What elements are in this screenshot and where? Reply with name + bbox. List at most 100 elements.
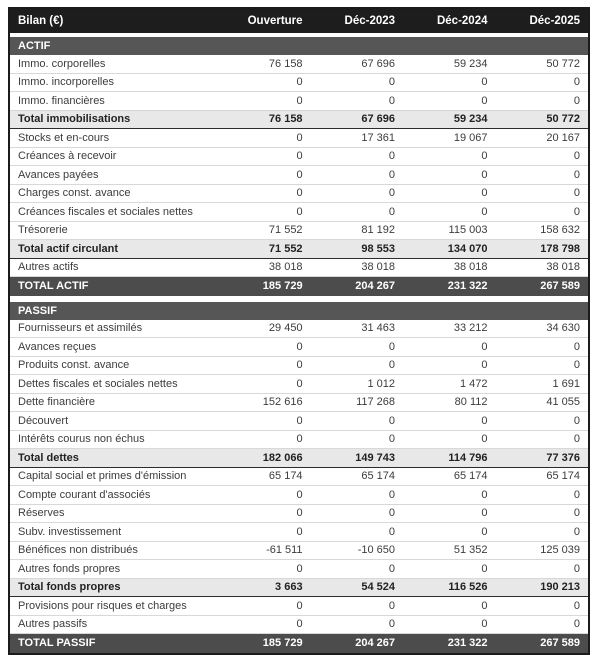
table-row: Bénéfices non distribués -61 511 -10 650 51… (10, 541, 588, 560)
cell-value: 0 (310, 147, 404, 166)
cell-value: 0 (495, 356, 588, 375)
cell-value: 0 (310, 504, 404, 523)
cell-value: 0 (403, 504, 496, 523)
table-row: Créances à recevoir 0 0 0 0 (10, 147, 588, 166)
cell-value: 65 174 (495, 467, 588, 486)
cell-value: 65 174 (403, 467, 496, 486)
row-label: Capital social et primes d'émission (10, 467, 219, 486)
table-row: Total immobilisations 76 158 67 696 59 234 5… (10, 109, 588, 129)
cell-value: 0 (218, 596, 311, 616)
cell-value: 204 267 (310, 633, 404, 653)
cell-value: 182 066 (218, 448, 311, 468)
cell-value: 38 018 (310, 258, 404, 277)
table-row: Fournisseurs et assimilés 29 450 31 463 33 … (10, 319, 588, 338)
cell-value: 3 663 (218, 577, 311, 597)
cell-value: -10 650 (310, 541, 404, 560)
cell-value: 0 (403, 596, 496, 616)
cell-value: 41 055 (495, 393, 588, 412)
cell-value: 0 (495, 504, 588, 523)
cell-value: 0 (310, 559, 404, 579)
row-label: Total dettes (10, 448, 219, 468)
balance-sheet-table: Bilan (€) Ouverture Déc-2023 Déc-2024 Dé… (8, 7, 590, 655)
cell-value: 0 (403, 430, 496, 449)
table-row: Stocks et en-cours 0 17 361 19 067 20 167 (10, 128, 588, 148)
cell-value: 1 012 (310, 374, 404, 394)
cell-value: 33 212 (403, 319, 496, 338)
cell-value: 0 (403, 411, 496, 431)
cell-value: 0 (495, 485, 588, 505)
cell-value: 0 (218, 430, 311, 449)
cell-value: 0 (218, 128, 311, 148)
table-row: Immo. corporelles 76 158 67 696 59 234 50 77… (10, 55, 588, 74)
table-row: Total dettes 182 066 149 743 114 796 77 376 (10, 448, 588, 468)
cell-value: 0 (403, 91, 496, 111)
cell-value: 50 772 (495, 55, 588, 74)
cell-value: 65 174 (218, 467, 311, 486)
table-row: Provisions pour risques et charges 0 0 0 0 (10, 596, 588, 616)
table-row: Compte courant d'associés 0 0 0 0 (10, 485, 588, 505)
cell-value: 125 039 (495, 541, 588, 560)
cell-value: 0 (218, 356, 311, 375)
cell-value: 38 018 (495, 258, 588, 277)
row-label: Produits const. avance (10, 356, 219, 375)
cell-value: 190 213 (495, 577, 588, 597)
cell-value: 0 (310, 522, 404, 542)
cell-value: 0 (495, 165, 588, 185)
cell-value: 19 067 (403, 128, 496, 148)
cell-value: 67 696 (310, 109, 404, 129)
cell-value: 65 174 (310, 467, 404, 486)
cell-value: 178 798 (495, 239, 588, 259)
cell-value: 0 (403, 615, 496, 634)
cell-value: 1 691 (495, 374, 588, 394)
cell-value: 1 472 (403, 374, 496, 394)
cell-value: 0 (218, 147, 311, 166)
section-spacer (10, 34, 588, 37)
table-row: TOTAL PASSIF 185 729 204 267 231 322 267 589 (10, 633, 588, 653)
section-spacer-cell (10, 295, 588, 302)
section-header-actif: ACTIF (10, 37, 588, 55)
row-label: Découvert (10, 411, 219, 431)
cell-value: 80 112 (403, 393, 496, 412)
cell-value: 0 (495, 430, 588, 449)
cell-value: 204 267 (310, 276, 404, 296)
row-label: Dettes fiscales et sociales nettes (10, 374, 219, 394)
cell-value: 77 376 (495, 448, 588, 468)
row-label: Autres actifs (10, 258, 219, 277)
cell-value: 71 552 (218, 221, 311, 240)
cell-value: 0 (310, 91, 404, 111)
cell-value: 76 158 (218, 55, 311, 74)
table-row: Dette financière 152 616 117 268 80 112 41 0… (10, 393, 588, 412)
section-header-passif: PASSIF (10, 301, 588, 320)
cell-value: 59 234 (403, 55, 496, 74)
cell-value: 0 (495, 147, 588, 166)
cell-value: 185 729 (218, 276, 311, 296)
table-row: Découvert 0 0 0 0 (10, 411, 588, 431)
row-label: Fournisseurs et assimilés (10, 319, 219, 338)
cell-value: 0 (310, 411, 404, 431)
cell-value: 31 463 (310, 319, 404, 338)
cell-value: 0 (403, 147, 496, 166)
cell-value: 0 (403, 485, 496, 505)
cell-value: 0 (218, 615, 311, 634)
cell-value: 149 743 (310, 448, 404, 468)
cell-value: 0 (310, 184, 404, 203)
row-label: Total fonds propres (10, 577, 219, 597)
cell-value: 81 192 (310, 221, 404, 240)
cell-value: 0 (310, 337, 404, 357)
row-label: Intérêts courus non échus (10, 430, 219, 449)
row-label: TOTAL PASSIF (10, 633, 219, 653)
cell-value: 98 553 (310, 239, 404, 259)
cell-value: 267 589 (495, 633, 588, 653)
row-label: Immo. incorporelles (10, 73, 219, 92)
cell-value: 0 (310, 356, 404, 375)
section-title: PASSIF (10, 301, 588, 320)
cell-value: 152 616 (218, 393, 311, 412)
cell-value: 0 (495, 522, 588, 542)
cell-value: 185 729 (218, 633, 311, 653)
cell-value: -61 511 (218, 541, 311, 560)
table-row: Total fonds propres 3 663 54 524 116 526 190… (10, 577, 588, 597)
column-header-dec-2024: Déc-2024 (403, 9, 496, 35)
row-label: Immo. financières (10, 91, 219, 111)
row-label: Autres passifs (10, 615, 219, 634)
table-row: Charges const. avance 0 0 0 0 (10, 184, 588, 203)
